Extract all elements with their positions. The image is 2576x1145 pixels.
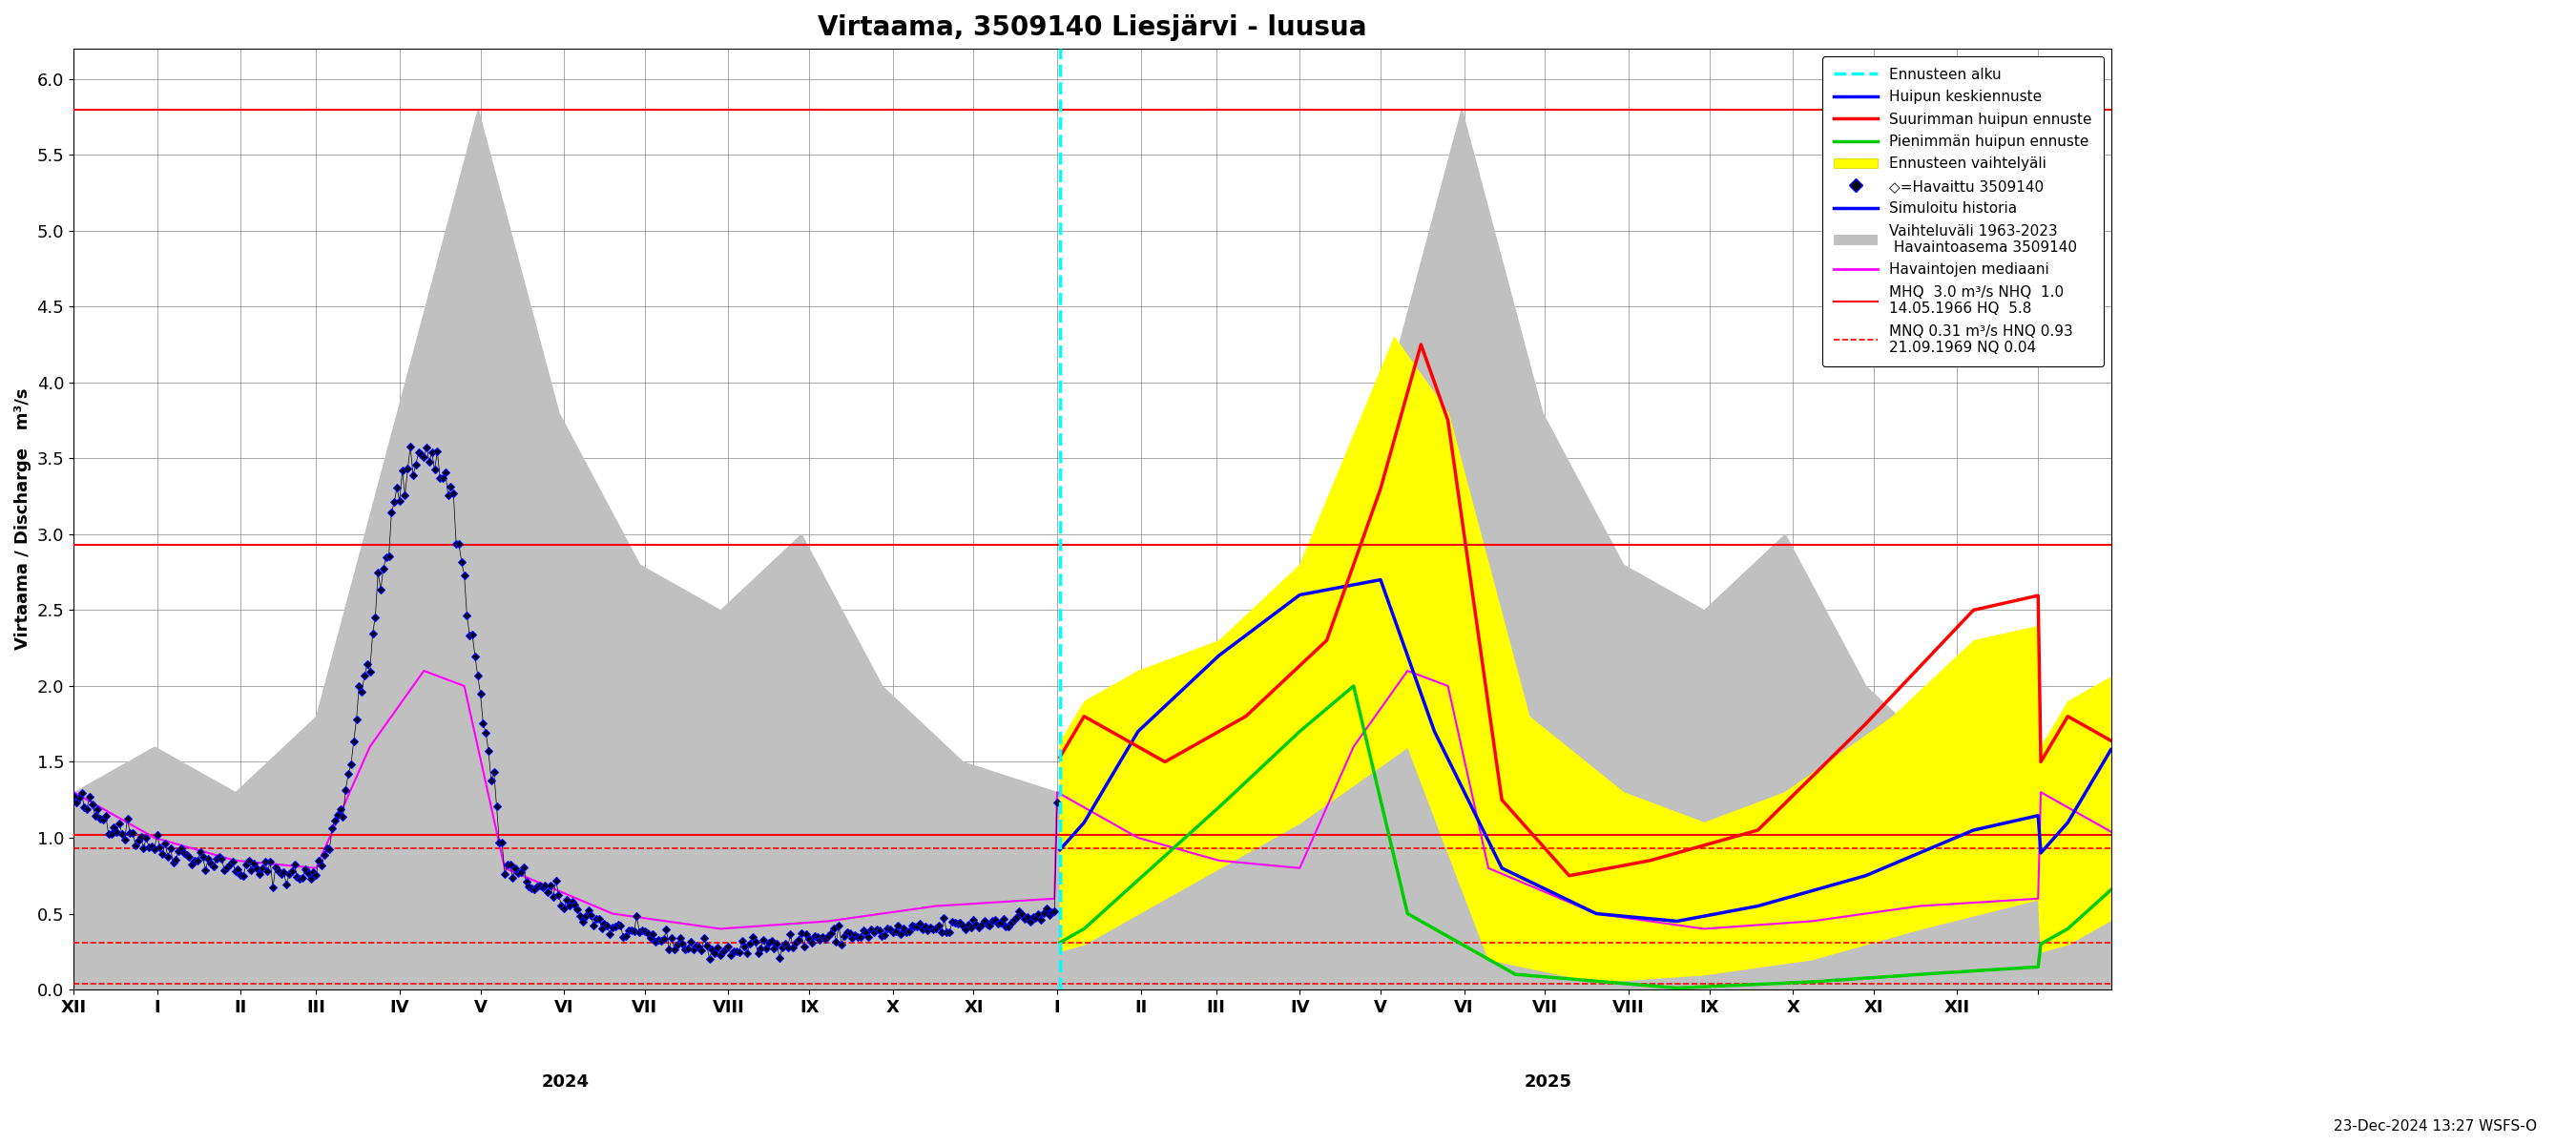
Text: 23-Dec-2024 13:27 WSFS-O: 23-Dec-2024 13:27 WSFS-O [2334, 1120, 2537, 1134]
Title: Virtaama, 3509140 Liesjärvi - luusua: Virtaama, 3509140 Liesjärvi - luusua [817, 14, 1368, 41]
Y-axis label: Virtaama / Discharge   m³/s: Virtaama / Discharge m³/s [15, 388, 31, 650]
Text: 2025: 2025 [1525, 1073, 1571, 1090]
Text: 2024: 2024 [541, 1073, 590, 1090]
Legend: Ennusteen alku, Huipun keskiennuste, Suurimman huipun ennuste, Pienimmän huipun : Ennusteen alku, Huipun keskiennuste, Suu… [1821, 56, 2105, 366]
